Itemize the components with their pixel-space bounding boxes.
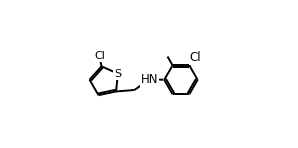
Text: HN: HN — [141, 73, 159, 86]
Text: Cl: Cl — [94, 51, 105, 61]
Text: S: S — [114, 69, 122, 79]
Text: Cl: Cl — [190, 51, 201, 64]
